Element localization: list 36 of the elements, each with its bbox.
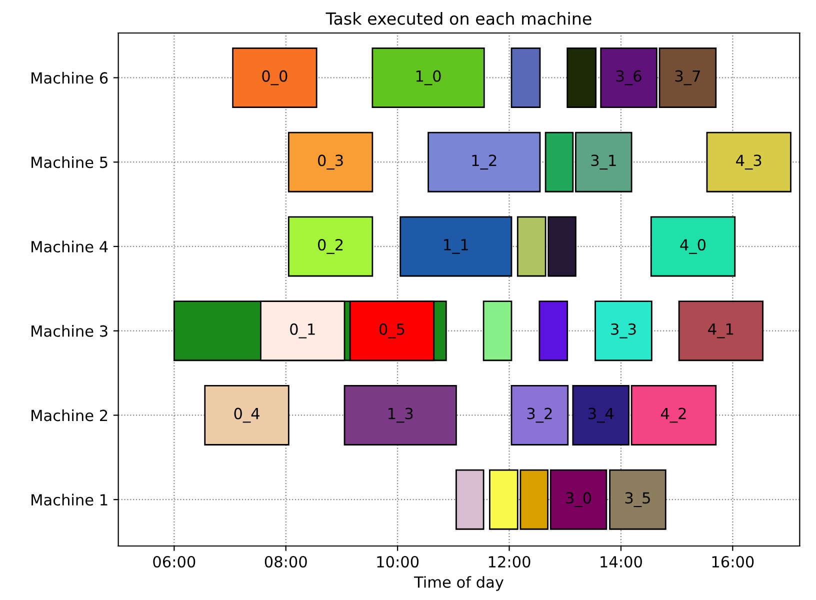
x-tick-label: 08:00 xyxy=(264,556,307,568)
x-tick-label: 10:00 xyxy=(377,556,419,568)
series-label: 0_5 xyxy=(379,323,404,338)
series-label: 1_2 xyxy=(472,154,496,170)
series-label: 3_5 xyxy=(625,492,650,508)
series-label: 1_3 xyxy=(388,408,413,423)
series-label: 0_3 xyxy=(318,154,343,170)
y-tick-label: Machine 6 xyxy=(32,72,108,84)
series-label: 0_4 xyxy=(234,408,260,423)
chart-title: Task executed on each machine xyxy=(326,12,592,25)
series-label: 3_1 xyxy=(591,154,616,170)
series-label: 0_2 xyxy=(318,239,343,254)
series-label: 4_0 xyxy=(680,239,706,254)
x-axis-title: Time of day xyxy=(414,576,504,591)
x-tick-label: 16:00 xyxy=(712,556,754,568)
series-label: 3_6 xyxy=(616,70,642,86)
x-tick-label: 06:00 xyxy=(153,556,196,568)
series-label: 0_0 xyxy=(262,70,288,86)
x-tick-label: 12:00 xyxy=(488,556,530,568)
series-label: 3_4 xyxy=(588,408,614,423)
y-tick-label: Machine 2 xyxy=(32,409,108,422)
y-tick-label: Machine 4 xyxy=(32,240,108,252)
y-tick-label: Machine 5 xyxy=(32,156,108,168)
series-label: 0_1 xyxy=(290,323,315,338)
series-label: 3_7 xyxy=(675,70,700,86)
series-label: 4_1 xyxy=(708,323,734,338)
y-tick-label: Machine 1 xyxy=(32,494,108,506)
series-label: 3_2 xyxy=(527,408,552,423)
series-label: 3_3 xyxy=(611,323,636,338)
x-tick-label: 14:00 xyxy=(600,556,642,568)
series-label: 4_3 xyxy=(736,154,762,170)
series-label: 4_2 xyxy=(660,408,686,423)
series-label: 1_0 xyxy=(416,70,441,86)
series-label: 3_0 xyxy=(566,492,592,508)
y-tick-label: Machine 3 xyxy=(32,325,108,337)
series-label: 1_1 xyxy=(444,239,468,254)
